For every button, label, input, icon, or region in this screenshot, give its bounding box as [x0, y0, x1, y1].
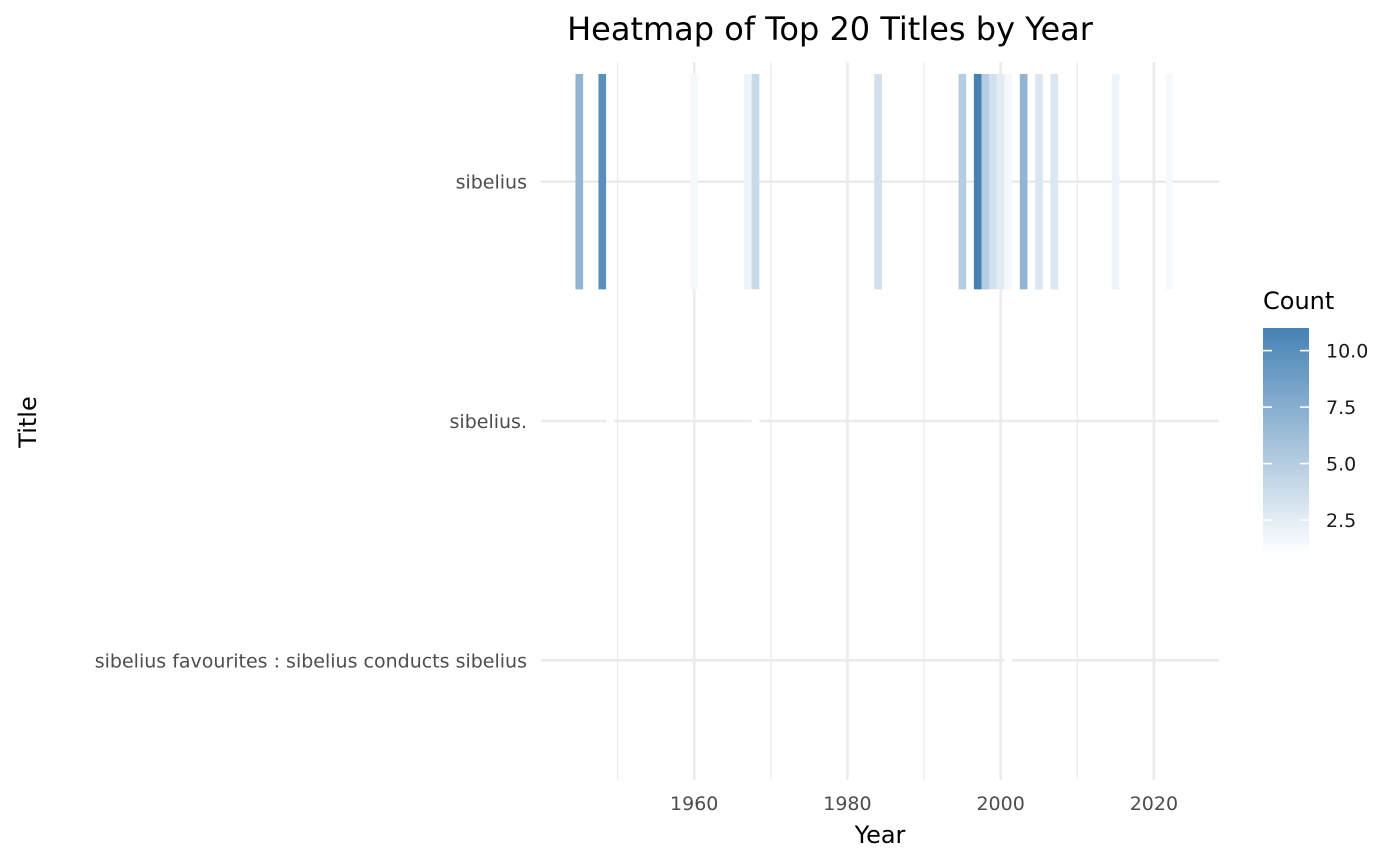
heatmap-cell — [989, 73, 997, 290]
y-tick-label: sibelius favourites : sibelius conducts … — [95, 650, 527, 672]
heatmap-cell — [575, 73, 584, 290]
heatmap-cell — [874, 73, 882, 290]
chart-title: Heatmap of Top 20 Titles by Year — [567, 10, 1094, 48]
legend-tick-label: 7.5 — [1326, 397, 1356, 419]
x-tick-label: 1960 — [670, 793, 718, 815]
heatmap-cell — [981, 73, 990, 290]
heatmap-cell — [598, 73, 607, 290]
heatmap-cell — [973, 73, 982, 290]
heatmap-cell — [744, 73, 752, 290]
heatmap-cells — [575, 73, 1174, 769]
x-axis-ticks: 1960 1980 2000 2020 — [670, 793, 1178, 815]
heatmap-cell — [1019, 73, 1028, 290]
heatmap-cell — [1050, 73, 1059, 290]
x-tick-label: 2020 — [1130, 793, 1178, 815]
heatmap-cell — [958, 73, 967, 290]
x-tick-label: 2000 — [976, 793, 1024, 815]
heatmap-cell — [1111, 73, 1120, 290]
heatmap-cell — [996, 73, 1005, 290]
legend-tick-label: 2.5 — [1326, 510, 1356, 532]
heatmap-cell — [751, 313, 760, 529]
y-axis-title: Title — [14, 396, 42, 448]
y-tick-label: sibelius — [456, 172, 527, 194]
heatmap-cell — [1004, 552, 1013, 769]
heatmap-cell — [751, 73, 760, 290]
legend-title: Count — [1263, 287, 1334, 315]
legend-tick-label: 5.0 — [1326, 454, 1356, 476]
legend-tick-label: 10.0 — [1326, 341, 1368, 363]
heatmap-cell — [1004, 73, 1013, 290]
heatmap-cell — [690, 73, 699, 290]
legend: Count 2.5 5.0 7.5 10.0 — [1263, 287, 1368, 554]
legend-ticks: 2.5 5.0 7.5 10.0 — [1263, 341, 1368, 532]
heatmap-cell — [1165, 73, 1174, 290]
x-tick-label: 1980 — [823, 793, 871, 815]
y-axis-ticks: sibelius sibelius. sibelius favourites : s… — [95, 172, 527, 673]
heatmap-cell — [606, 313, 614, 529]
x-axis-title: Year — [854, 821, 906, 849]
legend-colorbar — [1263, 328, 1309, 554]
y-tick-label: sibelius. — [450, 411, 527, 433]
heatmap-cell — [1035, 73, 1043, 290]
